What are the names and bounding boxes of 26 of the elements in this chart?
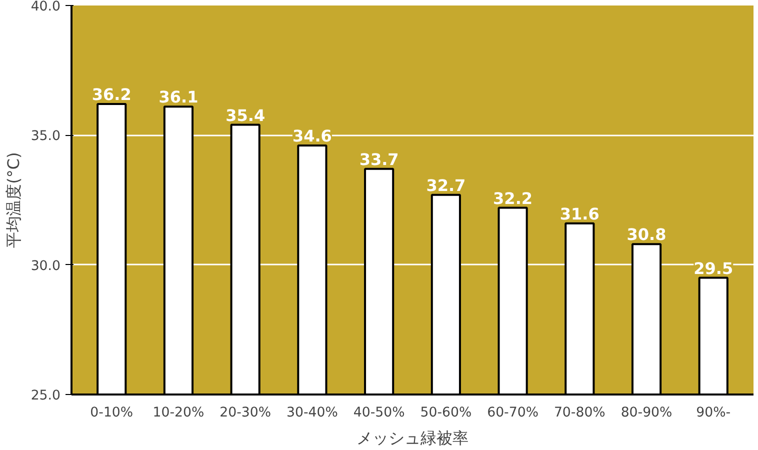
- x-tick-label: 0-10%: [90, 406, 134, 420]
- x-tick-label: 90%-: [696, 406, 731, 420]
- y-axis-title: 平均温度(°C): [4, 152, 23, 248]
- y-tick-label: 25.0: [30, 388, 61, 404]
- x-tick-label: 70-80%: [554, 406, 606, 420]
- data-label: 36.1: [158, 88, 198, 107]
- x-tick-label: 20-30%: [220, 406, 272, 420]
- data-label: 30.8: [626, 225, 666, 244]
- y-tick-label: 30.0: [30, 258, 61, 274]
- data-label: 32.7: [426, 176, 466, 195]
- data-label: 34.6: [292, 126, 332, 146]
- y-tick-label: 35.0: [30, 129, 61, 144]
- x-tick-label: 50-60%: [420, 406, 472, 420]
- x-tick-label: 60-70%: [487, 406, 539, 420]
- x-tick-label: 80-90%: [620, 406, 672, 420]
- data-label: 32.2: [493, 188, 533, 208]
- data-label: 36.2: [92, 85, 132, 104]
- data-label: 29.5: [694, 258, 734, 278]
- data-label: 33.7: [359, 150, 399, 169]
- y-tick-label: 40.0: [30, 0, 61, 14]
- x-tick-label: 40-50%: [353, 406, 405, 420]
- x-axis-title: メッシュ緑被率: [356, 428, 468, 448]
- x-tick-label: 10-20%: [152, 406, 204, 420]
- x-tick-label: 30-40%: [286, 406, 338, 420]
- data-label: 35.4: [226, 106, 266, 125]
- data-label: 31.6: [560, 204, 600, 224]
